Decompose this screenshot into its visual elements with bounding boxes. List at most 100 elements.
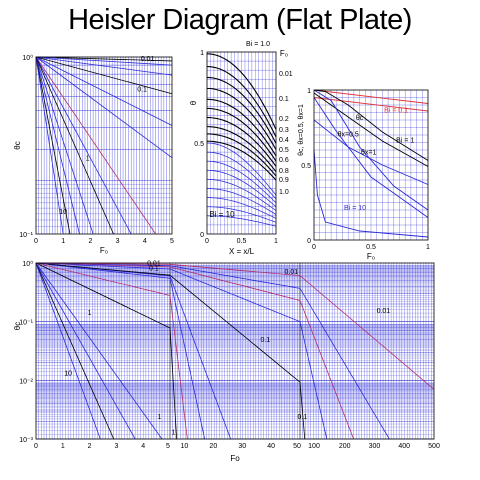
x-tick-label: 0.5 [366, 244, 376, 251]
curve-label: 10 [64, 371, 72, 378]
profile-curve [206, 160, 277, 204]
y-tick-label: 10⁰ [22, 260, 33, 268]
series-line [35, 262, 435, 390]
x-tick-label: 20 [209, 443, 217, 450]
x-tick-label: 30 [238, 443, 246, 450]
x-tick-label: 10 [181, 443, 189, 450]
profile-curve [206, 197, 277, 219]
series-line [35, 262, 115, 440]
series-line [35, 262, 163, 440]
y-axis-label: θc [13, 322, 22, 330]
series-line [35, 56, 157, 235]
x-axis-label: F₀ [367, 252, 375, 261]
curve-label: 0.01 [147, 261, 161, 268]
x-axis-label: F₀ [100, 246, 108, 255]
series-line [35, 262, 232, 440]
curve-label: 1 [157, 414, 161, 421]
curve-label: 0.01 [377, 308, 391, 315]
x-tick-label: 0 [312, 244, 316, 251]
series-line [313, 92, 429, 167]
y-tick-label: 0.5 [194, 141, 204, 148]
y-tick-label: 0 [200, 232, 204, 239]
series-line [35, 56, 114, 235]
series-line [35, 56, 64, 235]
series-line [35, 262, 390, 440]
x-tick-label: 0 [34, 443, 38, 450]
plot-frame [206, 51, 277, 235]
x-tick-label: 300 [369, 443, 381, 450]
profile-curve [206, 76, 277, 144]
series-line [35, 56, 173, 76]
x-tick-label: 0 [34, 238, 38, 245]
y-tick-label: 1 [307, 88, 311, 95]
curve-label: 0.01 [285, 269, 299, 276]
series-line [35, 262, 328, 440]
curve-label: Bi = 10 [344, 205, 366, 212]
series-line [35, 56, 94, 235]
curve-label: 0.1 [149, 265, 159, 272]
x-tick-label: 40 [267, 443, 275, 450]
fo-value-label: 0.01 [279, 71, 293, 78]
curve-label: θx=1 [361, 150, 376, 157]
curve-label: 1 [172, 429, 176, 436]
y-tick-label: 10⁻¹ [19, 232, 33, 239]
y-tick-label: 10⁻³ [19, 437, 33, 444]
profile-curve [206, 179, 277, 211]
profile-curve [206, 142, 277, 196]
series-line [313, 97, 429, 218]
curve-label: 1 [88, 310, 92, 317]
profile-curve [206, 66, 277, 138]
x-tick-label: 0.5 [237, 238, 247, 245]
fo-value-label: 0.8 [279, 168, 289, 175]
profile-curve [206, 133, 277, 177]
series-line [35, 56, 71, 235]
y-axis-label: θ [189, 100, 198, 105]
profile-curve [206, 206, 277, 223]
series-line [35, 262, 178, 440]
curve-label: 0.1 [298, 414, 308, 421]
plot-frame [35, 262, 435, 440]
x-tick-label: 1 [61, 443, 65, 450]
y-tick-label: 10⁻¹ [19, 320, 33, 327]
series-line [35, 56, 80, 235]
series-line [313, 89, 429, 211]
profile-curve [206, 215, 277, 227]
series-line [35, 262, 306, 440]
profile-curve [206, 107, 277, 162]
fo-value-label: 0.6 [279, 157, 289, 164]
profile-curve [206, 87, 277, 150]
series-line [35, 262, 354, 440]
x-tick-label: 2 [88, 238, 92, 245]
x-tick-label: 500 [428, 443, 440, 450]
y-tick-label: 1 [200, 50, 204, 57]
fo-value-label: 0.4 [279, 137, 289, 144]
fo-value-label: 0.5 [279, 147, 289, 154]
x-tick-label: 5 [166, 443, 170, 450]
x-tick-label: 1 [61, 238, 65, 245]
x-axis-label: Fo [230, 454, 240, 463]
fo-value-label: 0.9 [279, 177, 289, 184]
fo-value-label: 0.1 [279, 96, 289, 103]
x-tick-label: 0 [205, 238, 209, 245]
curve-label: 0.01 [141, 56, 155, 63]
series-line [35, 56, 173, 62]
curve-label: 0.1 [137, 86, 147, 93]
series-line [35, 56, 173, 126]
profile-curve [206, 98, 277, 157]
series-line [35, 56, 173, 95]
curve-label: Bi = 0.1 [384, 108, 408, 115]
series-line [313, 89, 429, 161]
curve-label: 10 [59, 209, 67, 216]
x-tick-label: 4 [141, 443, 145, 450]
series-line [35, 262, 101, 440]
curve-label: Bi = 1 [396, 138, 414, 145]
x-tick-label: 3 [114, 443, 118, 450]
y-tick-label: 10⁰ [22, 54, 33, 62]
series-line [313, 149, 429, 238]
profile-curve [206, 140, 277, 181]
profile-curve [206, 116, 277, 167]
curve-label: 0.1 [260, 337, 270, 344]
series-line [35, 262, 136, 440]
fo-label: F₀ [280, 49, 288, 58]
